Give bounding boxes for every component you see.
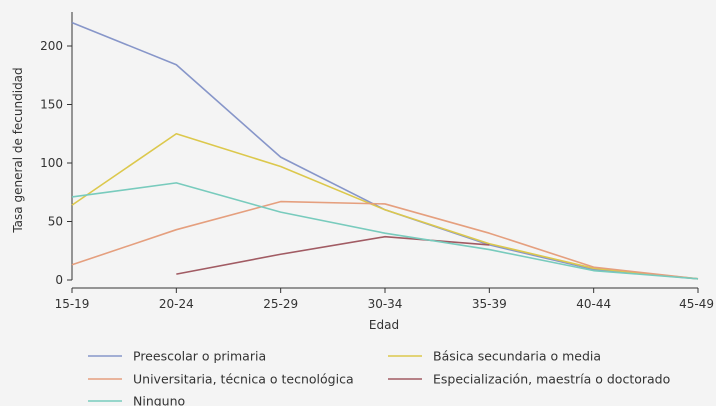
series-line [71,132,699,280]
axes [71,12,698,289]
legend-item: Preescolar o primaria [88,349,266,364]
x-tick-label: 15-19 [55,297,90,311]
series-line [71,182,699,280]
legend-item: Ninguno [88,394,185,406]
series-line [71,21,699,280]
legend-label: Básica secundaria o media [433,349,601,364]
x-tick-label: 40-44 [576,297,611,311]
y-tick-label: 100 [40,156,63,170]
y-ticks: 0 50 100 150 200 [40,39,72,287]
y-tick-label: 200 [40,39,63,53]
legend-label: Preescolar o primaria [133,349,266,364]
x-tick-label: 30-34 [368,297,403,311]
y-tick-label: 50 [48,215,63,229]
legend-item: Universitaria, técnica o tecnológica [88,372,354,387]
legend-label: Especialización, maestría o doctorado [433,372,670,387]
legend-label: Ninguno [133,394,185,406]
x-axis-title: Edad [369,318,399,332]
series-lines [71,21,699,280]
y-axis-title: Tasa general de fecundidad [11,67,25,233]
x-tick-label: 45-49 [679,297,714,311]
legend-label: Universitaria, técnica o tecnológica [133,372,354,387]
x-tick-label: 20-24 [159,297,194,311]
x-tick-label: 35-39 [472,297,507,311]
x-tick-label: 25-29 [263,297,298,311]
y-tick-label: 150 [40,98,63,112]
x-ticks: 15-19 20-24 25-29 30-34 35-39 40-44 45-49 [55,288,714,311]
legend-item: Básica secundaria o media [388,349,601,364]
y-tick-label: 0 [55,273,63,287]
legend-item: Especialización, maestría o doctorado [388,372,670,387]
series-line [71,200,699,280]
legend: Preescolar o primaria Básica secundaria o… [88,349,670,406]
